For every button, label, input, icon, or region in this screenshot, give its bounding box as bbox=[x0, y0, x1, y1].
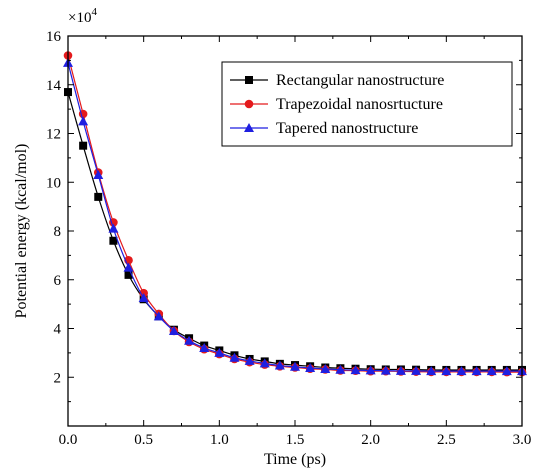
x-tick-label: 1.5 bbox=[286, 432, 305, 448]
data-point bbox=[395, 365, 406, 375]
data-point bbox=[456, 366, 467, 376]
data-point bbox=[259, 358, 270, 368]
data-point bbox=[79, 141, 88, 150]
legend-marker bbox=[244, 123, 254, 132]
legend-item: Rectangular nanostructure bbox=[230, 72, 444, 89]
legend-box bbox=[221, 61, 513, 147]
data-point bbox=[471, 366, 482, 376]
y-axis-multiplier: ×104 bbox=[68, 6, 97, 26]
data-point bbox=[123, 262, 134, 272]
y-tick-label: 2 bbox=[54, 370, 62, 386]
data-point bbox=[229, 352, 240, 362]
series-triangle bbox=[63, 57, 527, 376]
data-point bbox=[441, 366, 452, 376]
data-point bbox=[94, 192, 103, 201]
x-tick-label: 0.5 bbox=[134, 432, 153, 448]
data-point bbox=[320, 363, 331, 373]
data-point bbox=[153, 311, 164, 321]
data-point bbox=[426, 366, 437, 376]
x-tick-label: 2.5 bbox=[437, 432, 456, 448]
y-tick-label: 12 bbox=[46, 127, 61, 143]
axis-ticks: 0.0 0.5 1.0 1.5 2.0 2.5 3.0 2 4 6 8 10 12 14 16 bbox=[46, 29, 531, 448]
x-tick-label: 2.0 bbox=[361, 432, 380, 448]
data-point bbox=[184, 335, 195, 345]
data-point bbox=[108, 223, 119, 233]
y-tick-label: 14 bbox=[46, 78, 62, 94]
data-point bbox=[124, 270, 133, 279]
legend: Rectangular nanostructure Trapezoidal nan… bbox=[221, 61, 513, 147]
x-axis-title: Time (ps) bbox=[264, 451, 326, 468]
legend-marker bbox=[244, 99, 254, 109]
x-tick-label: 1.0 bbox=[210, 432, 229, 448]
data-point bbox=[365, 365, 376, 375]
data-point bbox=[274, 360, 285, 370]
y-tick-label: 6 bbox=[54, 273, 62, 289]
data-point bbox=[486, 366, 497, 376]
data-point bbox=[199, 343, 210, 352]
data-point bbox=[109, 236, 118, 245]
x-tick-label: 0.0 bbox=[59, 432, 78, 448]
data-point bbox=[168, 325, 179, 335]
data-point bbox=[380, 365, 391, 375]
data-point bbox=[411, 365, 422, 375]
legend-label: Trapezoidal nanosrtucture bbox=[276, 96, 443, 113]
y-tick-label: 8 bbox=[54, 224, 62, 240]
legend-label: Rectangular nanostructure bbox=[276, 72, 444, 89]
x-tick-label: 3.0 bbox=[513, 432, 532, 448]
data-point bbox=[290, 361, 300, 371]
legend-item: Tapered nanostructure bbox=[230, 120, 418, 137]
data-point bbox=[350, 365, 361, 375]
legend-label: Tapered nanostructure bbox=[276, 120, 418, 137]
data-point bbox=[335, 364, 346, 374]
data-point bbox=[78, 116, 89, 126]
y-tick-label: 16 bbox=[46, 29, 62, 45]
y-axis-title: Potential energy (kcal/mol) bbox=[13, 144, 30, 319]
legend-marker bbox=[245, 76, 253, 84]
y-tick-label: 10 bbox=[46, 175, 61, 191]
data-point bbox=[305, 362, 316, 372]
legend-item: Trapezoidal nanosrtucture bbox=[230, 96, 443, 113]
data-point bbox=[501, 366, 512, 376]
data-point bbox=[214, 347, 225, 357]
data-point bbox=[93, 169, 104, 179]
y-multiplier-exponent: 4 bbox=[91, 6, 97, 18]
y-tick-label: 4 bbox=[54, 322, 62, 338]
y-multiplier-base: ×10 bbox=[68, 10, 91, 26]
data-point bbox=[138, 293, 149, 303]
data-point bbox=[244, 355, 255, 365]
